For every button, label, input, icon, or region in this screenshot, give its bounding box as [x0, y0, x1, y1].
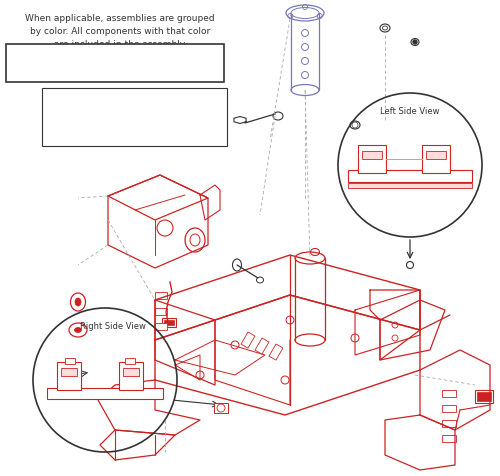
Text: Right Side View: Right Side View — [80, 322, 146, 331]
Bar — [6, 44, 224, 82]
Bar — [119, 362, 143, 390]
Text: A1: A1 — [53, 93, 65, 102]
Bar — [123, 368, 139, 376]
Text: B1: B1 — [53, 112, 65, 121]
Bar — [422, 145, 450, 173]
Ellipse shape — [75, 298, 81, 306]
Bar — [348, 170, 472, 182]
Text: Left Side View: Left Side View — [380, 107, 440, 116]
Ellipse shape — [74, 327, 82, 333]
Bar — [269, 344, 283, 360]
Text: Battery Strap (not shown): Battery Strap (not shown) — [82, 132, 200, 141]
Bar — [442, 420, 456, 427]
Text: by color. All components with that color: by color. All components with that color — [30, 27, 210, 36]
Bar — [358, 145, 386, 173]
Bar — [477, 392, 491, 401]
Bar — [442, 390, 456, 397]
Bar — [164, 320, 174, 325]
Bar — [214, 403, 228, 413]
Bar — [255, 338, 269, 354]
Bar — [155, 323, 167, 330]
Bar — [348, 183, 472, 188]
Text: Applicable to Serial Number
J9218709001C30 and subsequent.: Applicable to Serial Number J9218709001C… — [12, 50, 168, 72]
Circle shape — [413, 40, 417, 44]
Bar — [155, 292, 167, 299]
Bar — [362, 151, 382, 159]
Bar — [442, 435, 456, 442]
Bar — [61, 368, 77, 376]
Bar — [57, 362, 81, 390]
Bar — [241, 332, 255, 348]
Text: Frame Assy: Frame Assy — [82, 112, 134, 121]
Text: C1: C1 — [53, 132, 65, 141]
Text: When applicable, assemblies are grouped: When applicable, assemblies are grouped — [25, 14, 215, 23]
Bar — [426, 151, 446, 159]
Bar — [65, 358, 75, 364]
Bar — [47, 388, 163, 399]
Bar — [125, 358, 135, 364]
Text: Seat Post Weldment: Seat Post Weldment — [82, 93, 173, 102]
Bar — [42, 88, 227, 146]
Bar — [155, 308, 167, 315]
Text: are included in the assembly.: are included in the assembly. — [54, 40, 186, 49]
Bar — [162, 318, 176, 327]
Bar — [442, 405, 456, 412]
Bar — [475, 390, 493, 403]
